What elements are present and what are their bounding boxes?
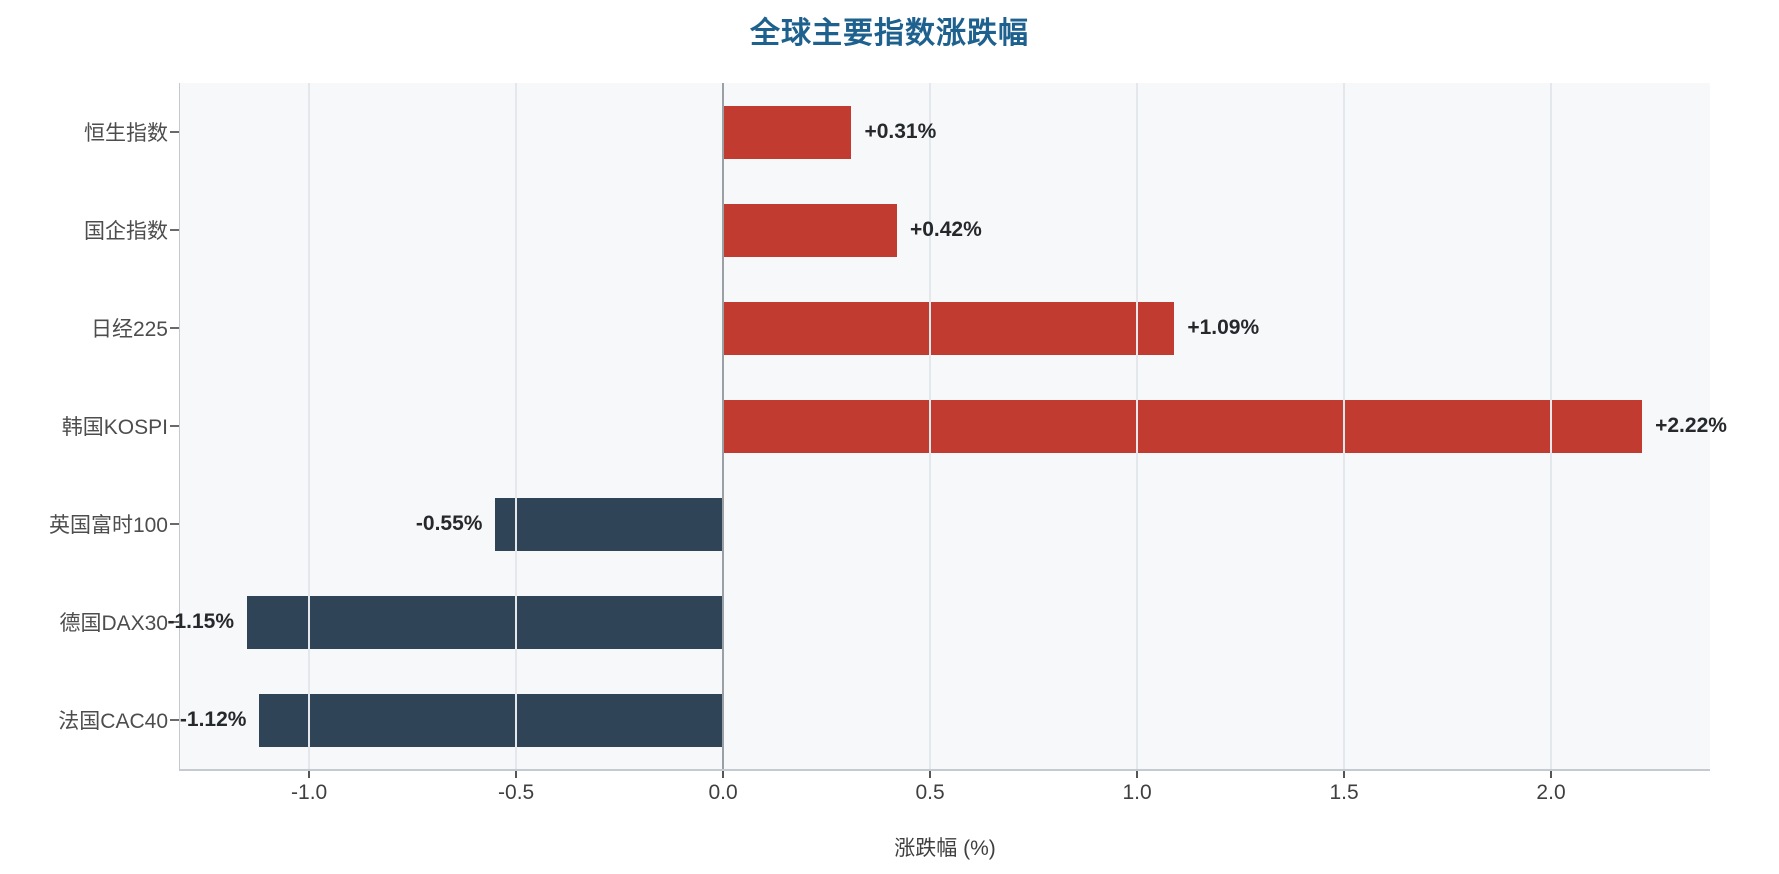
- x-axis-tick: [1136, 769, 1139, 778]
- gridline: [1136, 83, 1138, 769]
- gridline: [515, 83, 517, 769]
- x-axis-tick-label: -0.5: [498, 781, 535, 804]
- gridline: [1343, 83, 1345, 769]
- bar: [723, 399, 1643, 453]
- bar: [723, 203, 897, 257]
- x-axis-tick: [1550, 769, 1553, 778]
- x-axis-tick: [929, 769, 932, 778]
- y-axis-tick: [169, 327, 179, 329]
- bar: [247, 595, 724, 649]
- chart-title: 全球主要指数涨跌幅: [750, 17, 1029, 50]
- x-axis-tick: [722, 769, 725, 778]
- x-axis-tick-label: 0.0: [708, 781, 738, 804]
- gridline: [308, 83, 310, 769]
- x-axis-tick-label: 1.5: [1329, 781, 1359, 804]
- bar-value-label: -1.15%: [167, 610, 235, 633]
- x-axis-title: 涨跌幅 (%): [894, 837, 996, 860]
- y-axis-category-label: 英国富时100: [48, 514, 168, 537]
- x-axis-tick: [1343, 769, 1346, 778]
- x-axis-tick-label: -1.0: [291, 781, 328, 804]
- x-axis-tick-label: 2.0: [1536, 781, 1566, 804]
- y-axis-tick: [169, 621, 179, 623]
- y-axis-category-label: 德国DAX30: [59, 612, 168, 635]
- bar: [723, 105, 852, 159]
- y-axis-tick: [169, 131, 179, 133]
- y-axis-category-label: 国企指数: [84, 220, 168, 243]
- x-axis-tick: [515, 769, 518, 778]
- bar-value-label: -1.12%: [179, 708, 247, 731]
- bar-value-label: +0.42%: [909, 218, 982, 241]
- x-axis-tick: [308, 769, 311, 778]
- y-axis-category-label: 恒生指数: [84, 122, 168, 145]
- bar: [723, 301, 1175, 355]
- bar-value-label: +1.09%: [1187, 316, 1260, 339]
- bar-value-label: +0.31%: [864, 120, 937, 143]
- y-axis-tick: [169, 523, 179, 525]
- x-axis-spine: [178, 769, 1710, 771]
- bar-value-label: +2.22%: [1655, 414, 1727, 437]
- gridline: [929, 83, 931, 769]
- y-axis-tick: [169, 425, 179, 427]
- x-axis-tick-label: 0.5: [915, 781, 945, 804]
- y-axis-category-label: 日经225: [90, 318, 168, 341]
- bar: [495, 497, 724, 551]
- y-axis-category-label: 法国CAC40: [58, 710, 168, 733]
- y-axis-spine: [178, 83, 180, 769]
- zero-gridline: [722, 83, 725, 769]
- y-axis-category-label: 韩国KOSPI: [61, 416, 168, 439]
- x-axis-tick-label: 1.0: [1122, 781, 1152, 804]
- gridline: [1550, 83, 1552, 769]
- bar: [259, 693, 724, 747]
- y-axis-tick: [169, 719, 179, 721]
- bar-value-label: -0.55%: [415, 512, 483, 535]
- y-axis-tick: [169, 229, 179, 231]
